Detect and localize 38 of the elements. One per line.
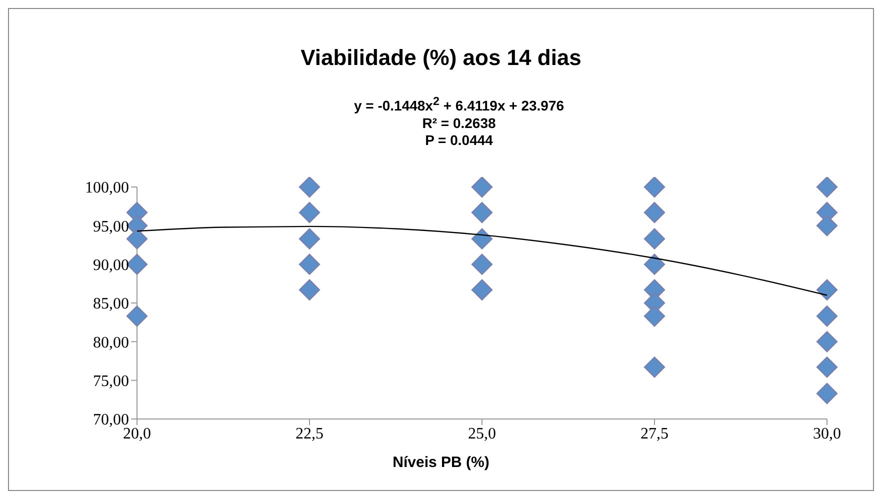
point (298, 254, 320, 275)
point (816, 356, 838, 378)
x-tick-label: 22,5 (296, 425, 324, 442)
point (816, 177, 838, 198)
point (816, 382, 838, 404)
point (471, 177, 493, 198)
x-axis-title: Níveis PB (%) (392, 454, 490, 471)
y-tick-label: 95,00 (93, 218, 129, 236)
y-tick-label: 90,00 (93, 257, 129, 274)
point (816, 279, 838, 300)
point (471, 202, 493, 224)
point (644, 254, 666, 275)
y-tick-label: 100,00 (85, 180, 129, 197)
point (644, 228, 666, 250)
text: y = -0.1448x$^{2}$ + 6.4119x + 23.976 (352, 94, 566, 115)
y-tick-label: 85,00 (93, 296, 129, 313)
point (816, 306, 838, 327)
point (471, 228, 493, 250)
point (644, 306, 666, 327)
point (298, 177, 320, 198)
y-tick-label: 80,00 (93, 334, 129, 352)
point (471, 279, 493, 300)
point (644, 177, 666, 198)
chart-title: Viabilidade (%) aos 14 dias (300, 45, 582, 71)
point (644, 202, 666, 224)
x-tick-label: 25,0 (468, 425, 496, 442)
y-tick-label: 75,00 (93, 373, 129, 390)
text: R² = 0.2638 (421, 114, 497, 132)
point (816, 331, 838, 352)
point (816, 215, 838, 236)
x-tick-label: 30,0 (813, 425, 841, 442)
x-tick-label: 27,5 (640, 425, 668, 442)
point (471, 254, 493, 275)
point (298, 279, 320, 300)
point (298, 202, 320, 224)
point (644, 356, 666, 378)
point (298, 228, 320, 250)
text: P = 0.0444 (424, 132, 494, 149)
